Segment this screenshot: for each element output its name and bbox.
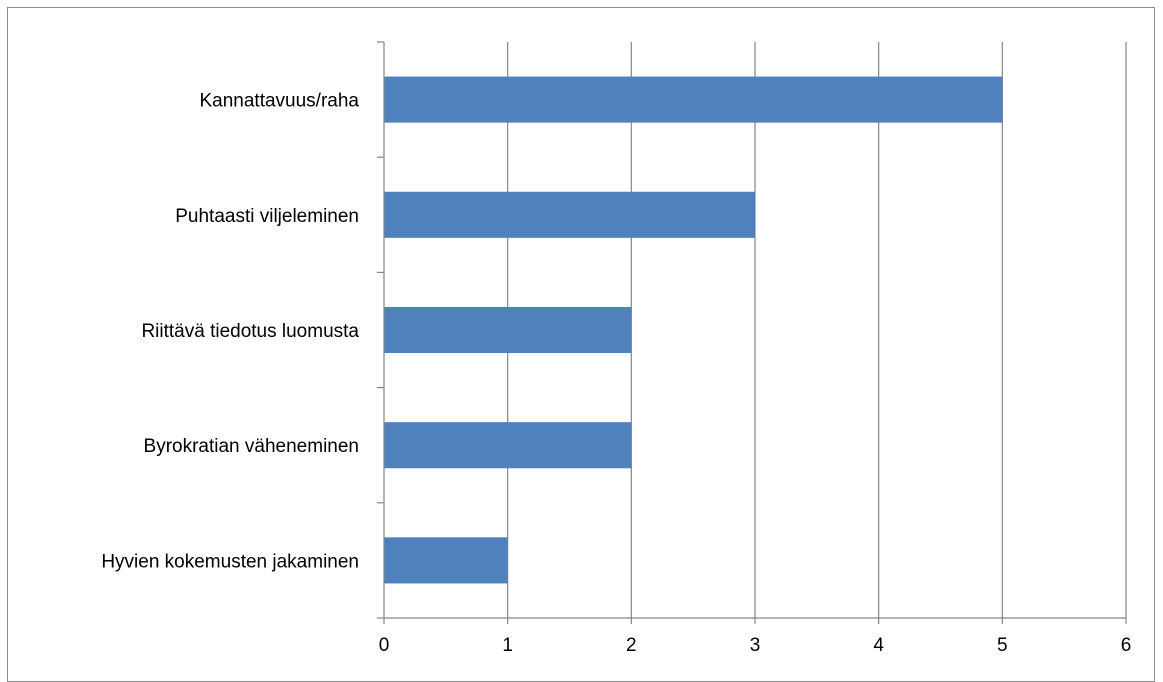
x-tick-label-5: 5 <box>997 635 1008 656</box>
x-tick-label-4: 4 <box>873 635 884 656</box>
bar-2 <box>384 191 755 238</box>
x-tick-label-6: 6 <box>1121 635 1132 656</box>
x-tick-label-2: 2 <box>626 635 637 656</box>
bar-5 <box>384 537 508 584</box>
x-tick-label-0: 0 <box>379 635 390 656</box>
bars <box>384 76 1003 584</box>
bar-1 <box>384 76 1003 123</box>
bar-4 <box>384 422 632 469</box>
category-label-5: Hyvien kokemusten jakaminen <box>101 551 359 572</box>
category-label-2: Puhtaasti viljeleminen <box>175 206 359 227</box>
labels: 0 1 2 3 4 5 6 Kannattavuus/raha Puhtaasti viljel… <box>101 91 1131 656</box>
bar-3 <box>384 306 632 354</box>
gridlines <box>507 42 1127 618</box>
category-label-3: Riittävä tiedotus luomusta <box>141 321 359 342</box>
category-label-1: Kannattavuus/raha <box>199 91 359 112</box>
x-tick-label-1: 1 <box>502 635 513 656</box>
axes <box>377 41 1127 624</box>
category-label-4: Byrokratian väheneminen <box>144 436 359 457</box>
x-tick-label-3: 3 <box>750 635 761 656</box>
